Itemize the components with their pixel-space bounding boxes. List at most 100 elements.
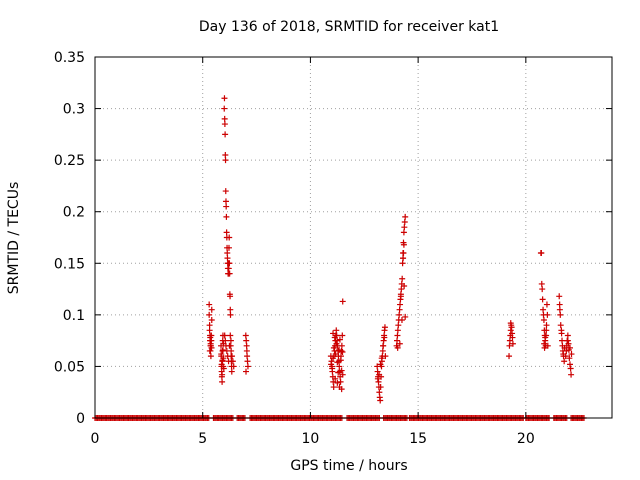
data-point — [222, 131, 229, 138]
data-point — [336, 346, 343, 353]
data-point — [330, 384, 337, 391]
x-tick-label: 15 — [409, 431, 427, 447]
axis-ticks: 0 0.05 0.1 0.15 0.2 0.25 0.3 0.35 0 5 10 15 20 — [54, 50, 612, 447]
data-point — [333, 340, 340, 347]
data-point — [376, 389, 383, 396]
data-point — [223, 229, 230, 236]
data-point — [221, 95, 228, 102]
x-tick-label: 5 — [198, 431, 207, 447]
data-point — [559, 337, 566, 344]
data-point — [540, 317, 547, 324]
data-point — [377, 384, 384, 391]
chart-title: Day 136 of 2018, SRMTID for receiver kat… — [199, 19, 499, 35]
data-point — [335, 369, 342, 376]
data-point — [227, 311, 234, 318]
grid-lines — [95, 57, 612, 418]
data-point — [227, 293, 234, 300]
data-point — [243, 347, 250, 354]
data-point — [401, 224, 408, 231]
data-point — [377, 361, 384, 368]
y-axis-label: SRMTID / TECUs — [6, 182, 22, 295]
data-point — [227, 306, 234, 313]
data-point — [227, 332, 234, 339]
data-point — [379, 347, 386, 354]
data-point — [375, 378, 382, 385]
data-point — [561, 358, 568, 365]
data-point — [206, 322, 213, 329]
data-point — [566, 361, 573, 368]
data-point — [543, 327, 550, 334]
data-point — [336, 363, 343, 370]
data-point — [380, 342, 387, 349]
data-point — [226, 342, 233, 349]
data-point — [338, 386, 345, 393]
data-point — [225, 265, 232, 272]
data-point — [565, 340, 572, 347]
data-point — [206, 311, 213, 318]
data-point — [394, 344, 401, 351]
data-point — [208, 344, 215, 351]
data-point — [227, 337, 234, 344]
data-point — [329, 365, 336, 372]
data-point — [207, 340, 214, 347]
data-point — [244, 363, 251, 370]
data-point — [207, 334, 214, 341]
data-point — [339, 298, 346, 305]
data-point — [338, 342, 345, 349]
data-point — [566, 344, 573, 351]
data-point — [330, 355, 337, 362]
data-point — [376, 371, 383, 378]
x-tick-label: 20 — [517, 431, 535, 447]
data-point — [538, 249, 545, 256]
data-point — [224, 255, 231, 262]
data-point — [206, 327, 213, 334]
data-point — [222, 151, 229, 158]
data-point — [221, 115, 228, 122]
data-point — [506, 337, 513, 344]
data-point — [208, 317, 215, 324]
data-point — [556, 306, 563, 313]
data-point — [206, 301, 213, 308]
data-point — [400, 249, 407, 256]
y-tick-label: 0.1 — [63, 308, 85, 324]
data-point — [219, 371, 226, 378]
data-point — [228, 368, 235, 375]
data-point — [540, 306, 547, 313]
data-point — [338, 367, 345, 374]
data-point — [334, 337, 341, 344]
data-point — [382, 353, 389, 360]
y-tick-label: 0.15 — [54, 256, 85, 272]
data-point — [557, 322, 564, 329]
data-point — [328, 361, 335, 368]
data-point — [332, 351, 339, 358]
data-point — [208, 337, 215, 344]
data-point — [538, 280, 545, 287]
data-point — [539, 296, 546, 303]
data-point — [398, 286, 405, 293]
data-point — [242, 332, 249, 339]
data-point — [337, 378, 344, 385]
data-point — [336, 336, 343, 343]
data-point — [339, 371, 346, 378]
data-point — [543, 301, 550, 308]
data-point — [564, 337, 571, 344]
data-point — [395, 322, 402, 329]
data-point — [544, 311, 551, 318]
data-point — [219, 378, 226, 385]
x-tick-label: 10 — [302, 431, 320, 447]
data-point — [568, 351, 575, 358]
data-point — [331, 334, 338, 341]
y-tick-label: 0.3 — [63, 102, 85, 118]
data-points — [92, 95, 587, 421]
data-point — [564, 332, 571, 339]
data-point — [222, 188, 229, 195]
data-point — [378, 355, 385, 362]
data-point — [330, 344, 337, 351]
data-point — [218, 361, 225, 368]
data-point — [374, 375, 381, 382]
data-point — [558, 330, 565, 337]
data-point — [339, 332, 346, 339]
data-point — [381, 334, 388, 341]
data-point — [243, 368, 250, 375]
